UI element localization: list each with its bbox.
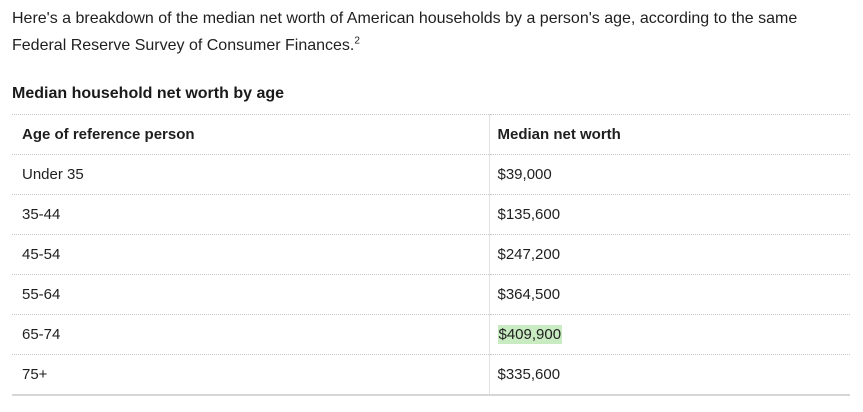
net-worth-cell: $39,000 (489, 154, 850, 195)
age-cell: 75+ (12, 354, 490, 396)
net-worth-cell: $335,600 (489, 354, 850, 396)
table-row: 75+ $335,600 (12, 354, 850, 396)
net-worth-cell: $409,900 (489, 314, 850, 355)
highlighted-net-worth: $409,900 (497, 325, 563, 344)
table-row: Under 35 $39,000 (12, 154, 850, 195)
net-worth-cell: $364,500 (489, 274, 850, 315)
net-worth-table: Age of reference person Median net worth… (12, 114, 850, 396)
table-row: 65-74 $409,900 (12, 314, 850, 355)
age-cell: Under 35 (12, 154, 490, 195)
age-cell: 45-54 (12, 234, 490, 275)
intro-text: Here's a breakdown of the median net wor… (12, 10, 798, 54)
table-row: 35-44 $135,600 (12, 194, 850, 235)
age-cell: 35-44 (12, 194, 490, 235)
footnote-marker[interactable]: 2 (354, 35, 360, 47)
table-title: Median household net worth by age (12, 85, 285, 102)
net-worth-cell: $135,600 (489, 194, 850, 235)
table-row: 45-54 $247,200 (12, 234, 850, 275)
age-cell: 55-64 (12, 274, 490, 315)
table-row: 55-64 $364,500 (12, 274, 850, 315)
age-cell: 65-74 (12, 314, 490, 355)
column-header-net-worth: Median net worth (489, 114, 850, 155)
intro-paragraph: Here's a breakdown of the median net wor… (12, 5, 842, 59)
net-worth-cell: $247,200 (489, 234, 850, 275)
column-header-age: Age of reference person (12, 114, 490, 155)
table-header-row: Age of reference person Median net worth (12, 114, 850, 155)
